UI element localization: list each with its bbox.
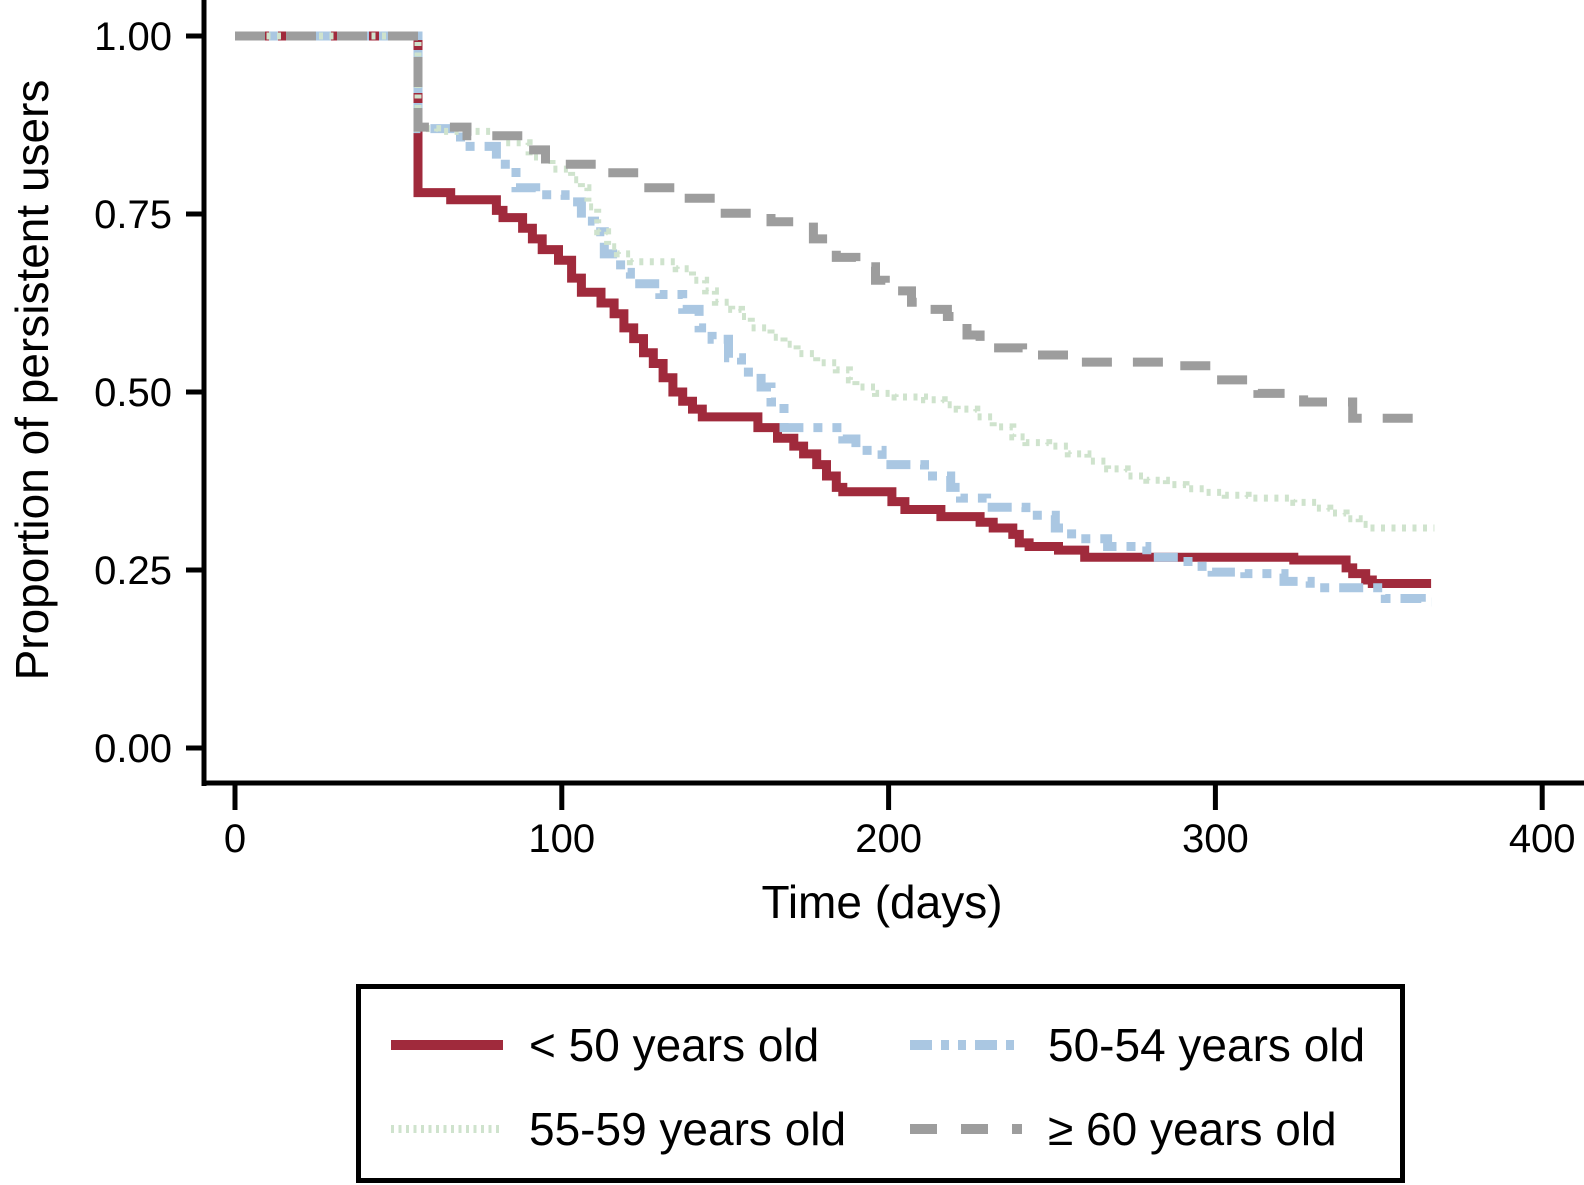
legend-item-55-59: 55-59 years old [391,1102,910,1156]
y-tick-label: 0.00 [94,727,172,771]
y-tick-label: 0.50 [94,371,172,415]
legend-swatch-55-59-icon [391,1125,503,1133]
x-tick-label: 0 [224,817,246,861]
legend-label-under50: < 50 years old [529,1019,820,1071]
legend-swatch-under50-icon [391,1040,503,1050]
y-tick-label: 0.75 [94,193,172,237]
x-tick-label: 400 [1509,817,1576,861]
km-curve-1 [235,31,1432,607]
tick-layer: 0.00 0.25 0.50 0.75 1.00 0 100 200 300 400 [94,15,1575,861]
legend-item-under50: < 50 years old [391,1018,910,1072]
km-curve-0 [235,31,1432,588]
km-curve-3 [235,31,1428,423]
curves-layer [235,31,1435,607]
y-axis-title: Proportion of persistent users [6,80,58,681]
y-tick-label: 0.25 [94,549,172,593]
legend-label-50-54: 50-54 years old [1048,1019,1366,1071]
legend-item-50-54: 50-54 years old [910,1018,1400,1072]
legend-swatch-60plus-icon [910,1124,1022,1134]
legend-item-60plus: ≥ 60 years old [910,1102,1400,1156]
y-tick-label: 1.00 [94,15,172,59]
legend-box: < 50 years old 50-54 years old 55-59 yea… [356,984,1405,1183]
legend-label-55-59: 55-59 years old [529,1103,847,1155]
axes-layer [201,0,1584,786]
x-axis-title: Time (days) [761,876,1002,928]
x-tick-label: 200 [855,817,922,861]
x-tick-label: 100 [528,817,595,861]
km-curve-2 [235,32,1435,532]
x-tick-label: 300 [1182,817,1249,861]
legend-swatch-50-54-icon [910,1040,1022,1050]
legend-label-60plus: ≥ 60 years old [1048,1103,1337,1155]
